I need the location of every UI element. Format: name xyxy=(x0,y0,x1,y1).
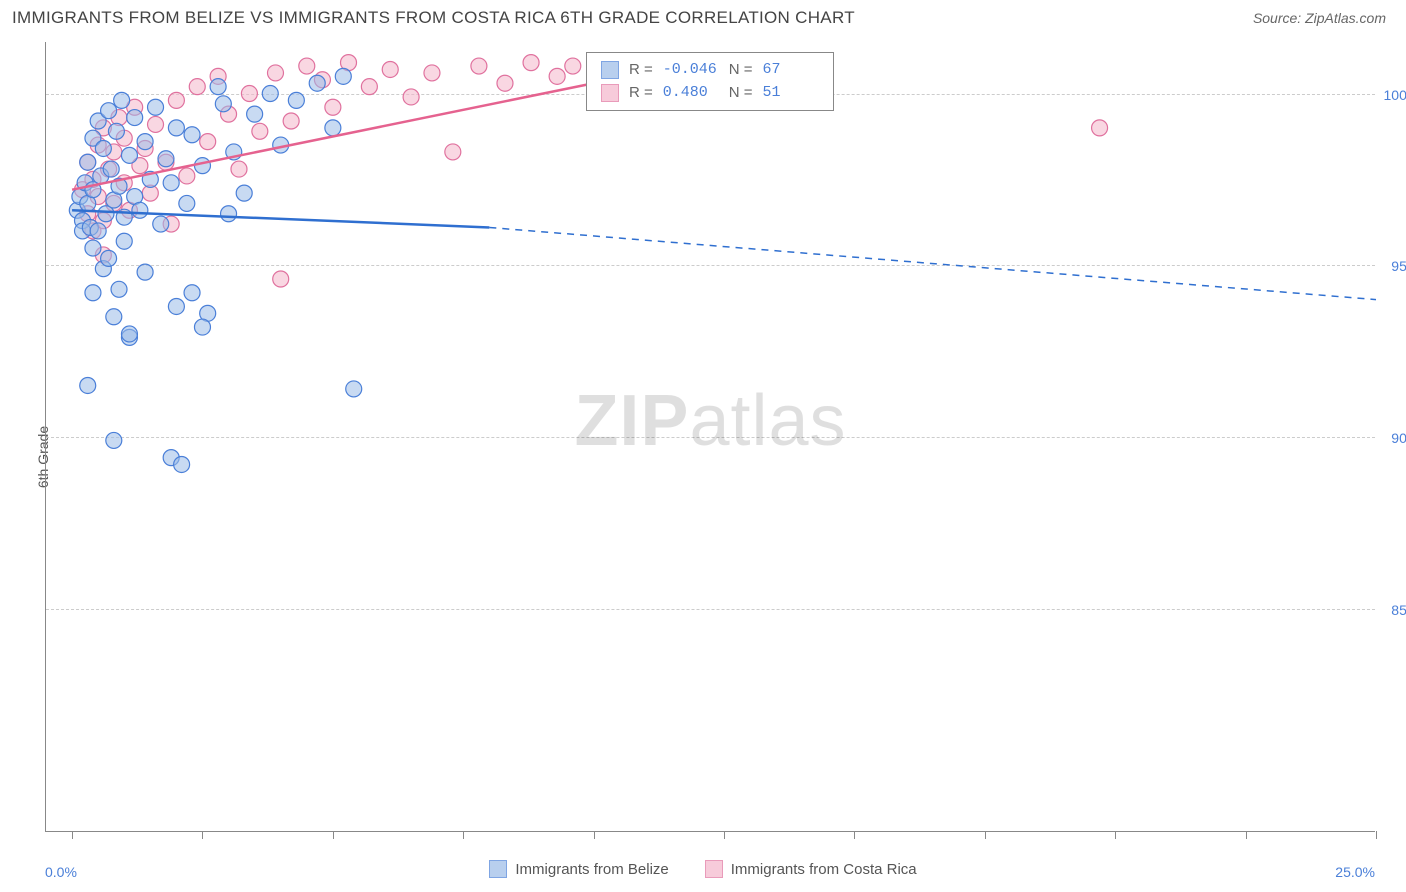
y-tick-label: 95.0% xyxy=(1381,258,1406,274)
n-value-costarica: 51 xyxy=(763,82,819,105)
r-label: R = xyxy=(629,59,653,82)
series-name-costarica: Immigrants from Costa Rica xyxy=(731,861,917,878)
n-value-belize: 67 xyxy=(763,59,819,82)
swatch-belize-icon xyxy=(489,860,507,878)
y-tick-label: 100.0% xyxy=(1381,87,1406,103)
legend-item-belize: Immigrants from Belize xyxy=(489,860,668,878)
r-value-costarica: 0.480 xyxy=(663,82,719,105)
plot-area: 85.0%90.0%95.0%100.0% ZIPatlas R = -0.04… xyxy=(45,42,1375,832)
chart-title: IMMIGRANTS FROM BELIZE VS IMMIGRANTS FRO… xyxy=(12,8,855,28)
r-value-belize: -0.046 xyxy=(663,59,719,82)
legend-item-costarica: Immigrants from Costa Rica xyxy=(705,860,917,878)
swatch-costarica xyxy=(601,84,619,102)
n-label: N = xyxy=(729,59,753,82)
correlation-chart: 6th Grade 85.0%90.0%95.0%100.0% ZIPatlas… xyxy=(0,32,1406,882)
scatter-svg xyxy=(46,42,1375,831)
swatch-belize xyxy=(601,61,619,79)
y-tick-label: 85.0% xyxy=(1381,602,1406,618)
y-tick-label: 90.0% xyxy=(1381,430,1406,446)
legend-row-belize: R = -0.046 N = 67 xyxy=(601,59,819,82)
chart-source: Source: ZipAtlas.com xyxy=(1253,10,1386,26)
n-label: N = xyxy=(729,82,753,105)
r-label: R = xyxy=(629,82,653,105)
chart-header: IMMIGRANTS FROM BELIZE VS IMMIGRANTS FRO… xyxy=(0,0,1406,32)
swatch-costarica-icon xyxy=(705,860,723,878)
series-legend: Immigrants from Belize Immigrants from C… xyxy=(0,860,1406,878)
correlation-legend: R = -0.046 N = 67 R = 0.480 N = 51 xyxy=(586,52,834,111)
legend-row-costarica: R = 0.480 N = 51 xyxy=(601,82,819,105)
series-name-belize: Immigrants from Belize xyxy=(515,861,668,878)
